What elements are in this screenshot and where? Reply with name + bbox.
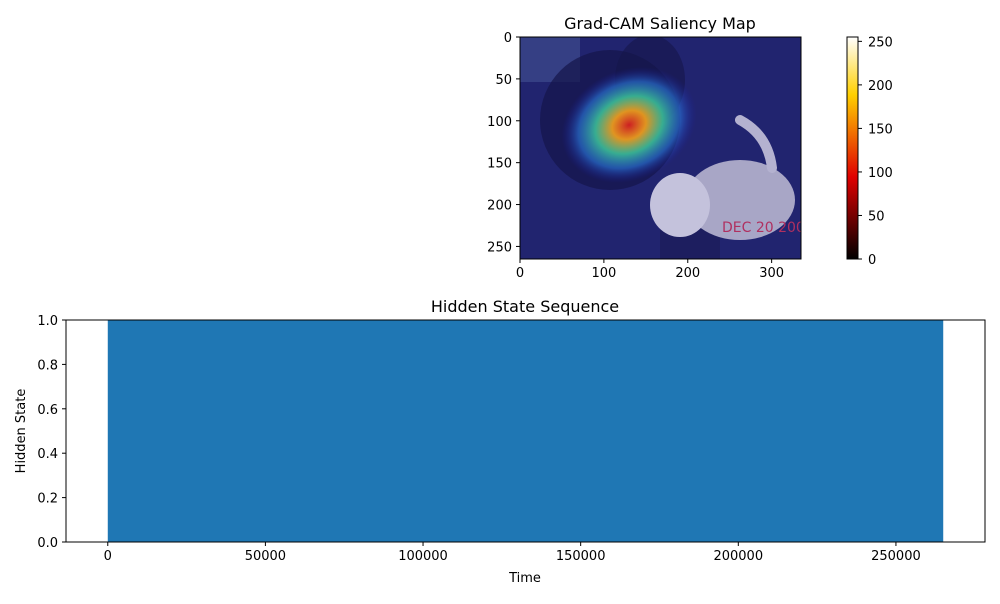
saliency-image: DEC 20 200 bbox=[520, 37, 805, 259]
hidden-state-xlabel: Time bbox=[508, 571, 541, 586]
light-dog-body bbox=[685, 160, 795, 240]
hidden-state-y-tick-label: 0.4 bbox=[37, 447, 58, 462]
saliency-frame bbox=[519, 36, 802, 260]
hidden-state-y-axis: 0.0 0.2 0.4 0.6 0.8 1.0 bbox=[37, 314, 66, 551]
saliency-y-tick-label: 150 bbox=[487, 157, 512, 172]
hidden-state-title: Hidden State Sequence bbox=[431, 297, 619, 316]
colorbar-tick-label: 0 bbox=[868, 253, 876, 268]
hidden-state-y-tick-label: 0.0 bbox=[37, 536, 58, 551]
gradcam-hotspot bbox=[561, 66, 697, 183]
saliency-y-tick-label: 0 bbox=[504, 31, 512, 46]
hidden-state-frame bbox=[65, 319, 986, 543]
hidden-state-y-tick-label: 1.0 bbox=[37, 314, 58, 329]
hidden-state-fill bbox=[107, 320, 944, 542]
colorbar: 0 50 100 150 200 250 bbox=[846, 35, 893, 268]
light-dog-head bbox=[650, 173, 710, 237]
colorbar-tick-label: 250 bbox=[868, 35, 893, 50]
light-dog-tail bbox=[735, 115, 777, 173]
hidden-state-x-tick-label: 250000 bbox=[871, 549, 921, 564]
saliency-y-axis: 0 50 100 150 200 250 bbox=[487, 31, 520, 255]
hidden-state-x-tick-label: 50000 bbox=[245, 549, 286, 564]
saliency-x-tick-label: 100 bbox=[591, 266, 616, 281]
saliency-y-tick-label: 200 bbox=[487, 199, 512, 214]
colorbar-axis: 0 50 100 150 200 250 bbox=[858, 35, 893, 268]
colorbar-tick-label: 100 bbox=[868, 166, 893, 181]
saliency-x-tick-label: 200 bbox=[675, 266, 700, 281]
hidden-state-x-tick-label: 200000 bbox=[713, 549, 763, 564]
hidden-state-y-tick-label: 0.2 bbox=[37, 492, 58, 507]
hidden-state-x-tick-label: 150000 bbox=[556, 549, 606, 564]
saliency-x-tick-label: 0 bbox=[516, 266, 524, 281]
hidden-state-area-layer bbox=[107, 320, 944, 542]
saliency-y-tick-label: 50 bbox=[495, 73, 512, 88]
colorbar-tick-label: 50 bbox=[868, 209, 885, 224]
colorbar-tick-label: 150 bbox=[868, 122, 893, 137]
hidden-state-y-tick-label: 0.8 bbox=[37, 358, 58, 373]
timestamp-stamp: DEC 20 200 bbox=[722, 220, 805, 236]
colorbar-tick-label: 200 bbox=[868, 79, 893, 94]
hidden-state-x-tick-label: 0 bbox=[104, 549, 112, 564]
hidden-state-panel: Hidden State Sequence 0 50000 100000 150000… bbox=[14, 297, 986, 586]
hidden-state-x-tick-label: 100000 bbox=[398, 549, 448, 564]
saliency-title: Grad-CAM Saliency Map bbox=[564, 14, 756, 33]
saliency-panel: Grad-CAM Saliency Map DEC 20 200 0 100 200… bbox=[487, 14, 893, 281]
colorbar-gradient bbox=[846, 36, 859, 260]
hidden-state-y-tick-label: 0.6 bbox=[37, 403, 58, 418]
saliency-x-tick-label: 300 bbox=[759, 266, 784, 281]
saliency-y-tick-label: 250 bbox=[487, 240, 512, 255]
hidden-state-ylabel: Hidden State bbox=[14, 389, 29, 474]
saliency-x-axis: 0 100 200 300 bbox=[516, 259, 784, 281]
hidden-state-x-axis: 0 50000 100000 150000 200000 250000 bbox=[104, 542, 921, 564]
saliency-y-tick-label: 100 bbox=[487, 115, 512, 130]
